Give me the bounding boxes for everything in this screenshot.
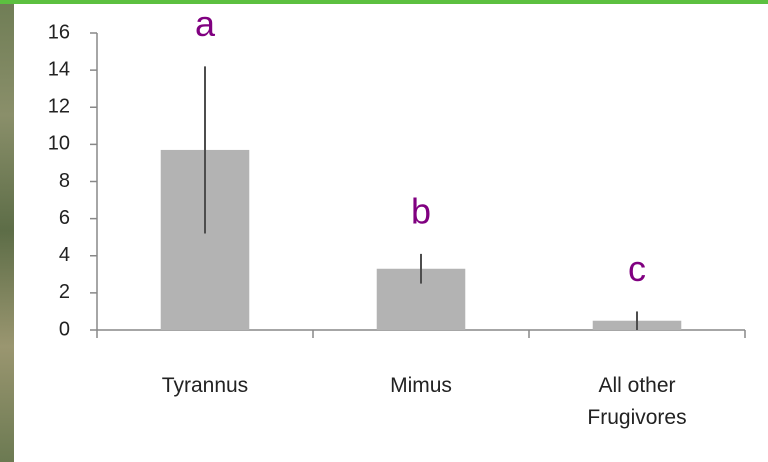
x-tick-label: All other Frugivores [587, 374, 687, 429]
annotation: c [628, 248, 646, 289]
y-tick-label: 14 [48, 58, 70, 80]
y-tick-label: 12 [48, 96, 70, 118]
y-tick-label: 0 [59, 318, 70, 340]
y-tick-label: 2 [59, 281, 70, 303]
annotation: a [195, 3, 216, 44]
image-strip [0, 0, 14, 462]
y-tick-label: 6 [59, 207, 70, 229]
x-tick-label: Mimus [390, 374, 452, 397]
x-tick-label: Tyrannus [161, 374, 249, 397]
top-border [0, 0, 768, 4]
y-tick-label: 8 [59, 170, 70, 192]
y-tick-label: 4 [59, 244, 70, 266]
y-tick-label: 16 [48, 21, 70, 43]
y-tick-label: 10 [48, 133, 70, 155]
annotation: b [411, 190, 431, 231]
